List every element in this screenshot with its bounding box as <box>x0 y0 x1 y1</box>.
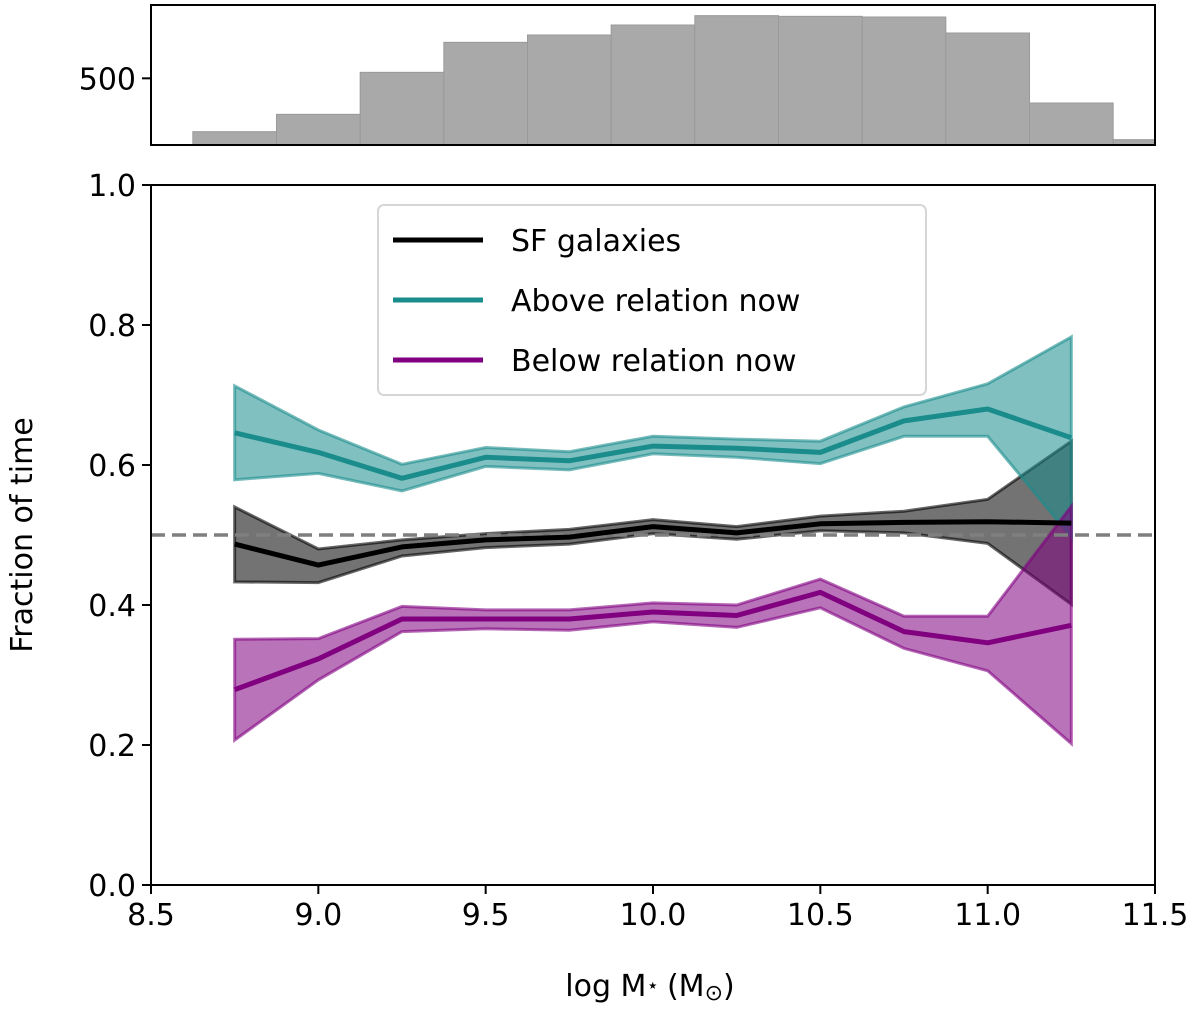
y-axis-ticks: 0.0 0.2 0.4 0.6 0.8 1.0 <box>88 169 151 904</box>
x-tick-label: 8.5 <box>127 898 175 933</box>
histogram-bar <box>778 15 863 145</box>
main-panel: 8.5 9.0 9.5 10.0 10.5 11.0 11.5 0.00.20.40.60.… <box>5 169 1188 1006</box>
histogram-y-ticks: 500 <box>79 62 151 97</box>
histogram-bar <box>359 71 445 145</box>
x-tick-label: 11.5 <box>1122 898 1189 933</box>
series-line <box>234 406 1073 481</box>
legend-label: SF galaxies <box>511 224 681 259</box>
legend-entries: SF galaxies Above relation now Below relat… <box>393 224 800 379</box>
y-tick-label: 0.2 <box>88 729 136 764</box>
series-line <box>233 589 1072 693</box>
y-tick-label: 0.6 <box>88 449 136 484</box>
histogram-bar <box>610 24 696 145</box>
x-tick-label: 9.5 <box>462 898 510 933</box>
y-tick-label: 0.4 <box>88 589 136 624</box>
series-line <box>234 519 1072 568</box>
confidence-band <box>233 501 1073 747</box>
histogram-panel: 500 <box>79 4 1156 146</box>
histogram-bar <box>861 16 947 145</box>
x-axis-title: log M⋆ (M⊙) <box>565 969 734 1006</box>
main-frame <box>150 184 1156 886</box>
x-tick-label: 11.0 <box>954 898 1021 933</box>
legend: SF galaxies Above relation now Below relat… <box>377 204 927 396</box>
histogram-bar <box>443 41 529 145</box>
legend-label: Below relation now <box>511 344 797 379</box>
x-tick-label: 10.0 <box>620 898 687 933</box>
confidence-bands <box>233 334 1073 747</box>
y-tick-label: 0.0 <box>88 869 136 904</box>
legend-box <box>377 204 927 396</box>
histogram-bar <box>527 34 612 145</box>
x-tick-label: 9.0 <box>294 898 342 933</box>
histogram-frame <box>150 4 1156 146</box>
x-tick-label: 10.5 <box>787 898 854 933</box>
histogram-bar <box>945 32 1030 145</box>
series-lines <box>233 406 1073 693</box>
y-tick-label: 0.8 <box>88 309 136 344</box>
y-tick-label: 1.0 <box>88 169 136 204</box>
histogram-bars <box>192 15 1155 145</box>
y-axis-title: Fraction of time <box>5 417 40 653</box>
histogram-bar <box>276 113 361 145</box>
histogram-bar <box>694 15 779 145</box>
histogram-y-tick-label: 500 <box>79 62 136 97</box>
histogram-bar <box>192 131 277 145</box>
histogram-bar <box>1029 102 1114 145</box>
legend-label: Above relation now <box>511 284 800 319</box>
x-axis-ticks: 8.5 9.0 9.5 10.0 10.5 11.0 11.5 <box>127 885 1188 933</box>
